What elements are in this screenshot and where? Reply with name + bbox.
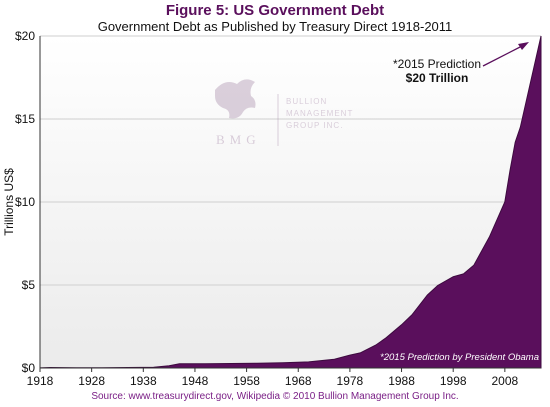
chart-title: Figure 5: US Government Debt: [165, 2, 385, 19]
watermark-initials: BMG: [216, 132, 261, 147]
x-tick-label: 1938: [130, 374, 157, 388]
x-tick-label: 1918: [27, 374, 54, 388]
prediction-annotation-line-1: *2015 Prediction: [393, 57, 481, 71]
x-tick-label: 2008: [491, 374, 518, 388]
y-axis-ticks: $0 $5 $10 $15 $20: [15, 29, 35, 375]
x-tick-label: 1978: [337, 374, 364, 388]
x-tick-label: 1948: [182, 374, 209, 388]
x-axis-ticks: 1918 1928 1938 1948 1958 1968 1978 1988 1998 2008: [27, 368, 519, 388]
debt-area-series: [39, 35, 542, 369]
y-tick-label: $10: [15, 195, 35, 209]
footnote-annotation: *2015 Prediction by President Obama: [380, 352, 539, 363]
x-tick-label: 1988: [388, 374, 415, 388]
y-axis-label: Trillions US$: [2, 168, 16, 236]
y-tick-label: $0: [22, 361, 36, 375]
watermark-line-3: GROUP INC.: [286, 121, 343, 130]
source-credit: Source: www.treasurydirect.gov, Wikipedi…: [91, 391, 459, 402]
prediction-arrow-head: [518, 42, 529, 50]
watermark-line-1: BULLION: [286, 97, 327, 106]
x-tick-label: 1968: [285, 374, 312, 388]
watermark-logo: BMG BULLION MANAGEMENT GROUP INC.: [215, 79, 353, 147]
watermark-line-2: MANAGEMENT: [286, 109, 353, 118]
prediction-arrow: [482, 44, 525, 67]
griffin-logo-icon: [215, 79, 256, 119]
y-tick-label: $5: [22, 278, 36, 292]
y-tick-label: $15: [15, 112, 35, 126]
grid-lines: [40, 35, 541, 286]
chart-subtitle: Government Debt as Published by Treasury…: [97, 19, 453, 34]
x-tick-label: 1928: [78, 374, 105, 388]
prediction-annotation-line-2: $20 Trillion: [406, 71, 469, 85]
x-tick-label: 1998: [440, 374, 467, 388]
x-tick-label: 1958: [233, 374, 260, 388]
y-tick-label: $20: [15, 29, 35, 43]
